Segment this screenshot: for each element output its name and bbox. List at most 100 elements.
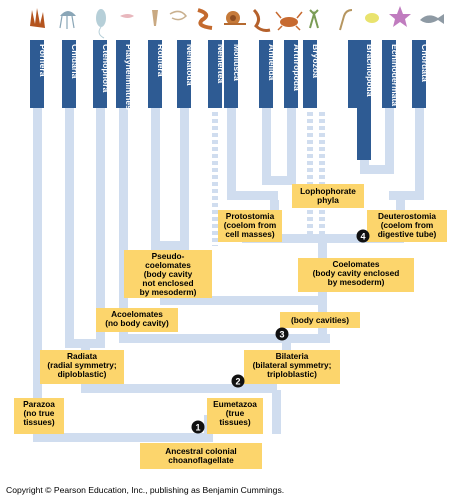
box-deuterostomia-line: digestive tube) [378,229,437,239]
node-1 [191,420,205,434]
copyright-text: Copyright © Pearson Education, Inc., pub… [6,485,285,495]
phylum-bar-annelida [259,40,273,108]
phylum-label-bryozoa: Bryozoa [311,44,321,78]
box-coelomates-line: by mesoderm) [328,277,385,287]
brachiopod-icon [365,13,379,23]
box-ancestral [140,443,262,469]
phylum-label-annelida: Annelida [267,44,277,81]
box-radiata-line: (radial symmetry; [47,360,116,370]
box-lophophorate-line: phyla [317,195,339,205]
node-2-label: 2 [235,377,240,387]
box-parazoa-line: (no true [24,408,55,418]
box-coelomates-line: Coelomates [332,259,379,269]
bryozoan-icon [309,9,319,29]
box-pseudocoelomates-line: coelomates [145,260,191,270]
fish-icon [420,14,444,24]
tree-branches [33,108,424,442]
box-deuterostomia-line: Deuterostomia [378,211,436,221]
phylum-bar-mollusca [224,40,238,108]
phylum-label-echinodermata: Echinodermata [390,44,400,106]
box-acoelomates [96,308,178,332]
box-radiata [40,350,124,384]
phylum-bar-rotifera [148,40,162,108]
ribbon-worm-icon [197,8,213,30]
phylum-label-brachiopoda: Brachiopoda [365,44,375,97]
box-deuterostomia [367,210,447,242]
segmented-worm-icon [252,8,271,32]
phylum-label-nematoda: Nematoda [185,44,195,86]
snail-icon [224,11,246,25]
box-radiata-line: diploblastic) [58,369,107,379]
dashed-lineages [212,112,325,246]
phylum-bar-ctenophora [93,40,107,108]
node-markers: 1 2 3 4 [191,229,370,434]
sea-star-icon [389,6,411,27]
box-parazoa-line: tissues) [23,417,55,427]
phylum-label-porifera: Porifera [38,44,48,77]
box-bilateria [244,350,340,384]
box-pseudocoelomates-line: not enclosed [142,278,193,288]
phylum-bar-chordata [412,40,426,108]
box-eumetazoa-line: tissues) [219,417,251,427]
phylum-bar-bryozoa [303,40,317,108]
phylum-label-ctenophora: Ctenophora [101,44,111,92]
comb-jelly-icon [96,9,106,39]
box-radiata-line: Radiata [67,351,97,361]
phylum-label-platyhelminthes: Platyhelminthes [124,44,134,110]
phylum-bars: Porifera Cnidaria Ctenophora Platyhelminthe… [30,40,430,160]
box-lophophorate [292,184,364,208]
box-body-cavities [280,312,360,328]
phylum-bar-nematoda [177,40,191,108]
clade-boxes [14,184,447,469]
node-4 [356,229,370,243]
box-pseudocoelomates-line: (body cavity [144,269,193,279]
roundworm-icon [169,10,187,21]
box-protostomia-line: cell masses) [225,229,275,239]
phylum-bar-brachiopoda [357,40,371,160]
box-parazoa-line: Parazoa [23,399,55,409]
node-3-label: 3 [279,330,284,340]
box-coelomates [298,258,414,292]
box-body-cavities-line: (body cavities) [291,315,349,325]
box-coelomates-line: (body cavity enclosed [313,268,400,278]
phylum-bar-arthropoda [284,40,298,108]
crab-icon [275,11,303,31]
box-acoelomates-line: Acoelomates [111,309,163,319]
node-4-label: 4 [360,232,365,242]
phylum-label-cnidaria: Cnidaria [70,44,80,79]
box-pseudocoelomates-line: by mesoderm) [140,287,197,297]
phylum-bar-porifera [30,40,44,108]
box-acoelomates-line: (no body cavity) [105,318,169,328]
box-bilateria-line: Bilateria [276,351,309,361]
jellyfish-icon [59,11,76,29]
box-pseudocoelomates [124,250,212,298]
node-1-label: 1 [195,423,200,433]
rotifer-icon [152,10,158,26]
node-3 [275,327,289,341]
box-protostomia-line: Protostomia [226,211,275,221]
box-protostomia [218,210,282,242]
box-parazoa [14,398,64,434]
phylum-label-rotifera: Rotifera [156,44,166,77]
node-2 [231,374,245,388]
box-ancestral-line: Ancestral colonial [165,446,236,456]
sponge-icon [30,8,45,28]
box-protostomia-line: (coelom from [224,220,277,230]
phylum-bar-echinodermata [382,40,396,108]
phylum-bar-nemertea [208,40,222,108]
phylum-bar-platyhelminthes [116,40,130,108]
phylum-label-mollusca: Mollusca [232,44,242,81]
box-ancestral-line: choanoflagellate [168,455,234,465]
box-deuterostomia-line: (coelom from [381,220,434,230]
phylum-bar-cnidaria [62,40,76,108]
box-bilateria-line: (bilateral symmetry; [253,360,332,370]
box-eumetazoa-line: Eumetazoa [213,399,257,409]
phoronid-icon [339,9,353,31]
phylum-label-chordata: Chordata [420,44,430,82]
phylum-label-nemertea: Nemertea [216,44,226,83]
box-lophophorate-line: Lophophorate [300,186,356,196]
box-eumetazoa-line: (true [226,408,245,418]
phylum-label-arthropoda: Arthropoda [292,44,302,91]
box-bilateria-line: triploblastic) [267,369,317,379]
